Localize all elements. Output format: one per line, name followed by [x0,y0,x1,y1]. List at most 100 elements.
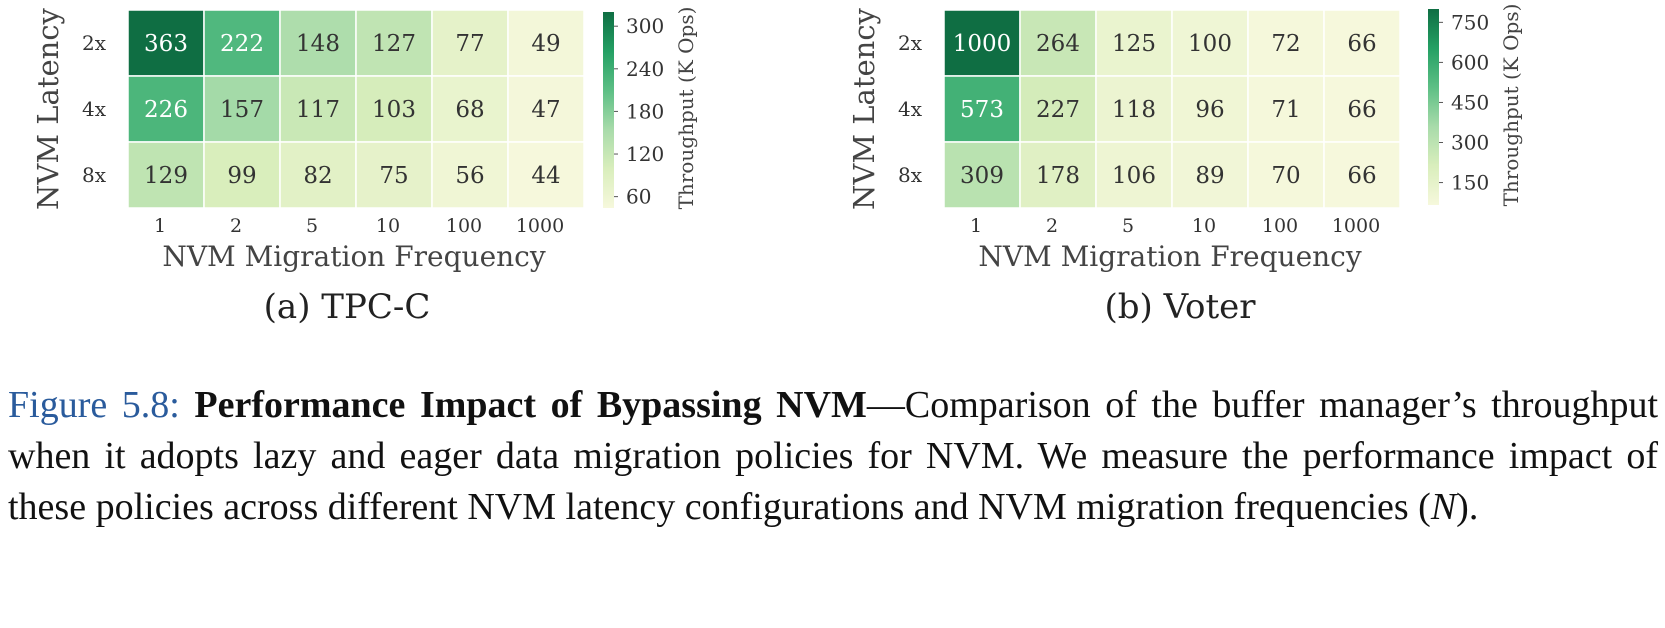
x-tick-label: 100 [1262,215,1298,237]
cell-value-label: 118 [1112,97,1156,123]
x-axis-label: NVM Migration Frequency [978,240,1362,273]
cell-value-label: 157 [220,97,264,123]
cell-value-label: 82 [303,163,332,189]
heatmap-cell [203,141,281,209]
heatmap-cell [1323,75,1401,143]
figure: 363 222 148 127 77 49 226 157 117 103 68 47 129 99 82 7… [31,4,1523,327]
heatmap-cell [1247,75,1325,143]
y-tick-label: 8x [898,163,923,187]
y-tick-label: 4x [898,97,923,121]
cell-value-label: 66 [1347,163,1376,189]
heatmap-cell [127,9,205,77]
heatmap-cell [279,9,357,77]
heatmap-cell [507,141,585,209]
x-tick-label: 1000 [1332,215,1380,237]
cell-value-label: 56 [455,163,484,189]
heatmap-cell [203,9,281,77]
x-tick-label: 2 [1046,215,1058,237]
x-tick-label: 2 [230,215,242,237]
heatmap-cell [355,75,433,143]
cell-value-label: 227 [1036,97,1080,123]
caption-title: Performance Impact of Bypassing NVM [194,384,867,426]
x-tick-label: 10 [376,215,400,237]
cell-value-label: 117 [296,97,340,123]
cell-value-label: 309 [960,163,1004,189]
colorbar-tick-label: 150 [1451,171,1489,195]
colorbar-tick-label: 750 [1451,10,1489,34]
heatmap-cell [1019,141,1097,209]
cell-value-label: 106 [1112,163,1156,189]
cell-value-label: 77 [455,31,484,57]
x-tick-label: 5 [306,215,318,237]
colorbar-tick-label: 600 [1451,50,1489,74]
x-tick-label: 1 [154,215,166,237]
colorbar-tick-label: 120 [626,142,664,166]
cell-value-label: 226 [144,97,188,123]
heatmap-cell [507,75,585,143]
y-tick-label: 2x [82,31,107,55]
cell-value-label: 127 [372,31,416,57]
cell-value-label: 129 [144,163,188,189]
cell-value-label: 125 [1112,31,1156,57]
cell-value-label: 148 [296,31,340,57]
heatmap-cell [1171,9,1249,77]
heatmap-cell [1095,9,1173,77]
cell-value-label: 1000 [953,31,1012,57]
colorbar-tick-label: 450 [1451,90,1489,114]
x-tick-label: 5 [1122,215,1134,237]
heatmap-cell [1019,75,1097,143]
heatmap-cell [355,141,433,209]
cell-value-label: 573 [960,97,1004,123]
y-axis-label: NVM Latency [31,7,65,210]
cell-value-label: 44 [531,163,560,189]
cell-value-label: 99 [227,163,256,189]
colorbar-label: Throughput (K Ops) [674,7,698,210]
x-tick-label: 100 [446,215,482,237]
cell-value-label: 49 [531,31,560,57]
cell-value-label: 70 [1271,163,1300,189]
heatmap-cell [1323,141,1401,209]
heatmap-cell [943,75,1021,143]
cell-value-label: 47 [531,97,560,123]
cell-value-label: 222 [220,31,264,57]
heatmap-cell [1171,75,1249,143]
colorbar-label: Throughput (K Ops) [1499,4,1523,207]
colorbar-tick-label: 300 [1451,131,1489,155]
heatmap-cell [943,9,1021,77]
y-tick-label: 4x [82,97,107,121]
cell-value-label: 71 [1271,97,1300,123]
x-tick-label: 10 [1192,215,1216,237]
heatmap-cell [1019,9,1097,77]
figure-caption: Figure 5.8: Performance Impact of Bypass… [8,380,1658,533]
cell-value-label: 96 [1195,97,1224,123]
cell-value-label: 66 [1347,97,1376,123]
y-tick-label: 8x [82,163,107,187]
cell-value-label: 75 [379,163,408,189]
heatmap-cell [507,9,585,77]
subfigure-caption: (a) TPC-C [264,287,431,327]
colorbar-tick-label: 240 [626,57,664,81]
heatmap-cell [1247,141,1325,209]
y-tick-label: 2x [898,31,923,55]
cell-value-label: 68 [455,97,484,123]
heatmap-cell [203,75,281,143]
heatmap-cell [1095,75,1173,143]
cell-value-label: 178 [1036,163,1080,189]
cell-value-label: 89 [1195,163,1224,189]
cell-value-label: 66 [1347,31,1376,57]
cell-value-label: 72 [1271,31,1300,57]
caption-end: ). [1456,486,1479,528]
x-tick-label: 1000 [516,215,564,237]
cell-value-label: 100 [1188,31,1232,57]
caption-label: Figure 5.8: [8,384,180,426]
colorbar [1428,9,1439,205]
y-axis-label: NVM Latency [847,7,881,210]
x-tick-label: 1 [970,215,982,237]
caption-symbol: N [1430,486,1457,528]
colorbar [603,12,614,208]
colorbar-tick-label: 300 [626,14,664,38]
colorbar-tick-label: 60 [626,185,651,209]
cell-value-label: 264 [1036,31,1080,57]
heatmap-cell [431,141,509,209]
